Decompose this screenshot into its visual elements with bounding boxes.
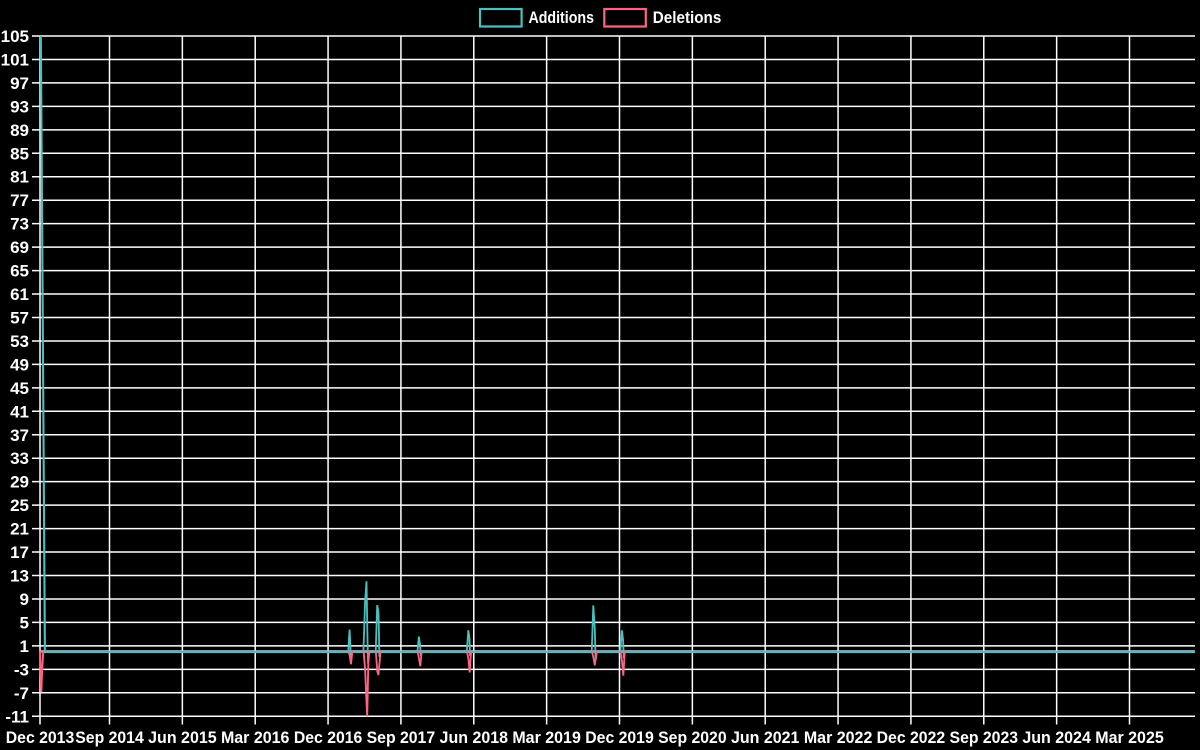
svg-text:Deletions: Deletions xyxy=(653,8,722,27)
svg-text:101: 101 xyxy=(1,50,29,69)
svg-text:37: 37 xyxy=(10,426,29,445)
svg-text:57: 57 xyxy=(10,308,29,327)
svg-text:21: 21 xyxy=(10,520,29,539)
svg-text:Mar 2016: Mar 2016 xyxy=(221,728,290,747)
svg-text:33: 33 xyxy=(10,449,29,468)
svg-text:73: 73 xyxy=(10,215,29,234)
svg-text:Sep 2023: Sep 2023 xyxy=(950,728,1019,747)
svg-text:53: 53 xyxy=(10,332,29,351)
svg-text:97: 97 xyxy=(10,74,29,93)
svg-text:Sep 2014: Sep 2014 xyxy=(75,728,144,747)
svg-text:Additions: Additions xyxy=(529,8,595,27)
svg-text:5: 5 xyxy=(20,613,29,632)
svg-text:Jun 2024: Jun 2024 xyxy=(1022,728,1091,747)
svg-text:Mar 2019: Mar 2019 xyxy=(512,728,581,747)
svg-text:77: 77 xyxy=(10,191,29,210)
svg-text:65: 65 xyxy=(10,262,29,281)
svg-text:Sep 2017: Sep 2017 xyxy=(367,728,436,747)
svg-text:-3: -3 xyxy=(14,660,29,679)
svg-text:85: 85 xyxy=(10,144,29,163)
svg-text:25: 25 xyxy=(10,496,29,515)
svg-text:Mar 2025: Mar 2025 xyxy=(1095,728,1164,747)
svg-text:93: 93 xyxy=(10,97,29,116)
svg-text:45: 45 xyxy=(10,379,29,398)
svg-text:9: 9 xyxy=(20,590,29,609)
svg-text:-7: -7 xyxy=(14,684,29,703)
svg-text:89: 89 xyxy=(10,121,29,140)
svg-text:Jun 2021: Jun 2021 xyxy=(731,728,800,747)
svg-text:13: 13 xyxy=(10,567,29,586)
svg-text:Jun 2015: Jun 2015 xyxy=(148,728,217,747)
svg-text:Mar 2022: Mar 2022 xyxy=(804,728,873,747)
svg-text:49: 49 xyxy=(10,355,29,374)
svg-text:Sep 2020: Sep 2020 xyxy=(658,728,727,747)
svg-text:1: 1 xyxy=(20,637,29,656)
svg-text:61: 61 xyxy=(10,285,29,304)
svg-text:105: 105 xyxy=(1,27,29,46)
svg-text:-11: -11 xyxy=(5,707,29,726)
svg-text:Jun 2018: Jun 2018 xyxy=(440,728,509,747)
svg-text:Dec 2013: Dec 2013 xyxy=(6,728,75,747)
svg-text:69: 69 xyxy=(10,238,29,257)
svg-text:81: 81 xyxy=(10,168,29,187)
svg-text:41: 41 xyxy=(10,402,29,421)
svg-text:17: 17 xyxy=(10,543,29,562)
svg-text:Dec 2022: Dec 2022 xyxy=(877,728,946,747)
svg-text:29: 29 xyxy=(10,473,29,492)
svg-text:Dec 2019: Dec 2019 xyxy=(585,728,654,747)
svg-text:Dec 2016: Dec 2016 xyxy=(294,728,363,747)
